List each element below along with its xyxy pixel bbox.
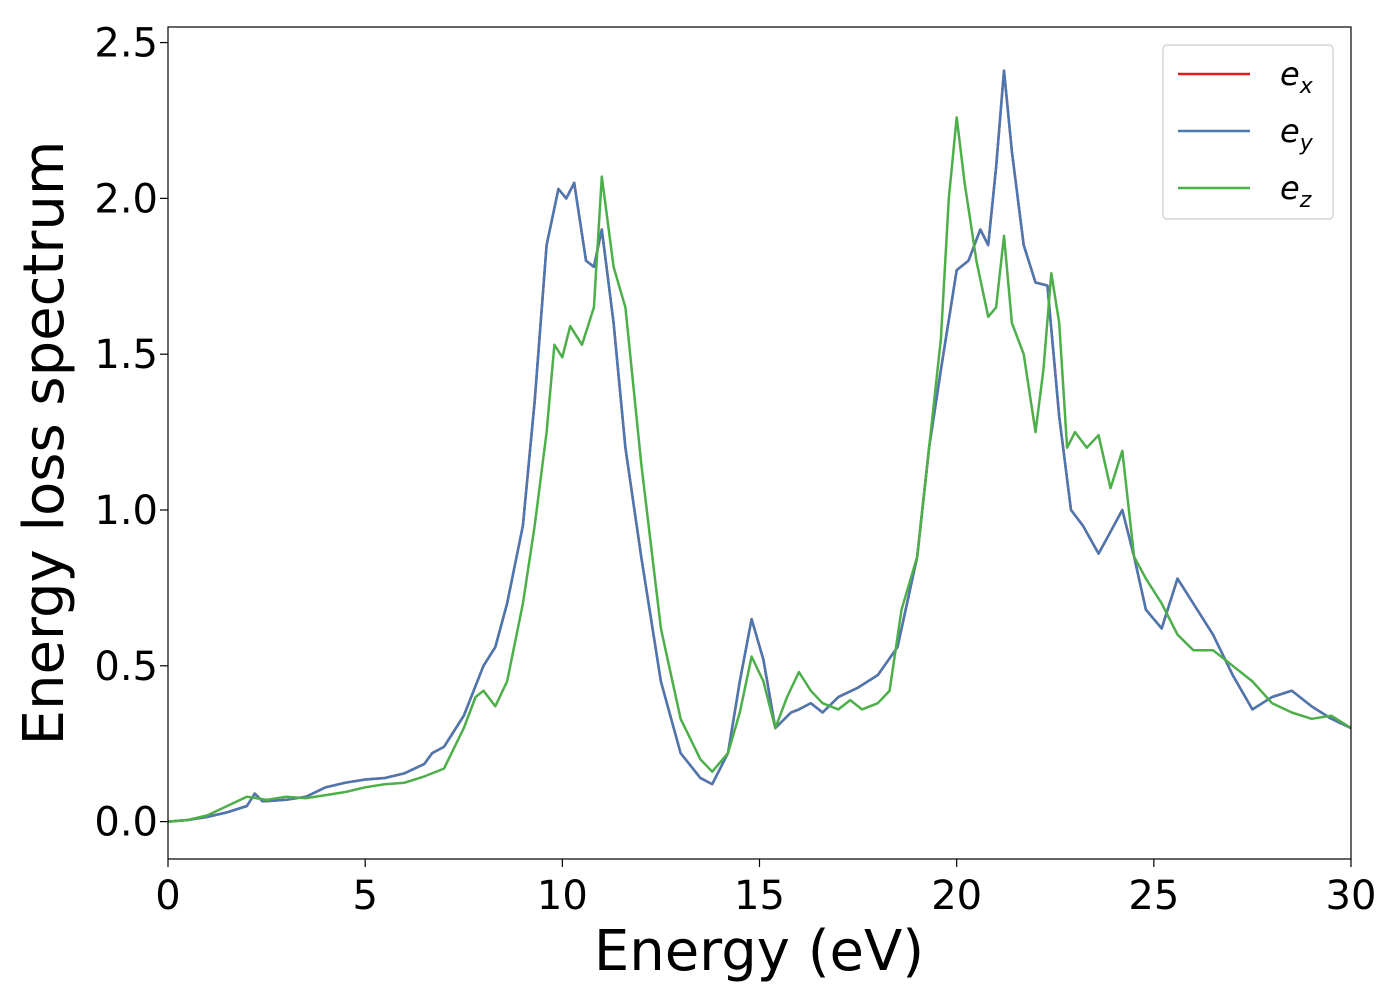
x-tick-label: 15 bbox=[734, 873, 785, 919]
x-tick-label: 10 bbox=[537, 873, 588, 919]
y-tick-label: 2.5 bbox=[94, 21, 158, 67]
y-tick-label: 0.5 bbox=[94, 644, 158, 690]
y-axis-label: Energy loss spectrum bbox=[12, 141, 77, 746]
y-tick-label: 0.0 bbox=[94, 800, 158, 846]
x-tick-label: 5 bbox=[352, 873, 377, 919]
plot-background bbox=[168, 27, 1351, 859]
x-axis: 0 5 10 15 20 25 30 bbox=[155, 859, 1376, 919]
series-line-e-y bbox=[167, 69, 1352, 823]
x-tick-label: 20 bbox=[931, 873, 982, 919]
y-tick-label: 2.0 bbox=[94, 176, 158, 222]
y-axis: 0.0 0.5 1.0 1.5 2.0 2.5 bbox=[94, 21, 168, 846]
legend-label-e-x: ex bbox=[1280, 55, 1314, 99]
x-axis-label: Energy (eV) bbox=[594, 919, 924, 984]
series-line-e-z bbox=[167, 116, 1352, 823]
y-tick-label: 1.5 bbox=[94, 332, 158, 378]
y-tick-label: 1.0 bbox=[94, 488, 158, 534]
legend: ex ey ez bbox=[1162, 44, 1334, 220]
x-tick-label: 25 bbox=[1128, 873, 1179, 919]
legend-label-e-y: ey bbox=[1280, 112, 1314, 156]
x-tick-label: 30 bbox=[1326, 873, 1377, 919]
series-layer bbox=[167, 69, 1352, 823]
x-tick-label: 0 bbox=[155, 873, 180, 919]
legend-label-e-z: ez bbox=[1280, 169, 1312, 213]
